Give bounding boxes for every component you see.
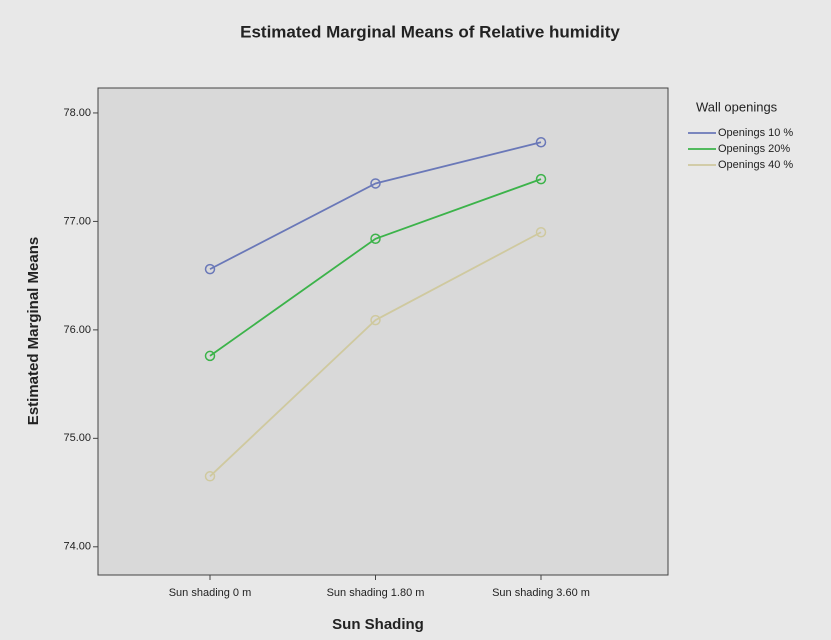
x-tick-label: Sun shading 1.80 m (327, 587, 425, 599)
marker (370, 178, 381, 189)
y-tick-label: 76.00 (63, 324, 91, 336)
plot-area (97, 87, 669, 576)
x-tick-label: Sun shading 3.60 m (492, 587, 590, 599)
y-tick-label: 75.00 (63, 432, 91, 444)
legend-label: Openings 20% (718, 143, 790, 155)
legend-label: Openings 40 % (718, 159, 793, 171)
y-axis-label: Estimated Marginal Means (25, 237, 42, 425)
marker (370, 233, 381, 245)
x-axis-label: Sun Shading (332, 616, 424, 633)
y-tick-label: 74.00 (63, 541, 91, 553)
marker (535, 227, 547, 238)
y-tick-label: 77.00 (63, 215, 91, 227)
series-line (209, 178, 542, 357)
y-tick-label: 78.00 (63, 107, 91, 119)
marker (535, 136, 547, 148)
marker (204, 263, 216, 275)
series-line (209, 141, 542, 270)
marker (204, 471, 216, 482)
legend-title: Wall openings (696, 99, 778, 114)
marker (535, 173, 547, 185)
marker (370, 314, 381, 326)
legend-label: Openings 10 % (718, 127, 793, 139)
series-line (209, 231, 542, 477)
marker (204, 350, 216, 362)
chart-title: Estimated Marginal Means of Relative hum… (240, 22, 620, 41)
x-tick-label: Sun shading 0 m (169, 587, 252, 599)
